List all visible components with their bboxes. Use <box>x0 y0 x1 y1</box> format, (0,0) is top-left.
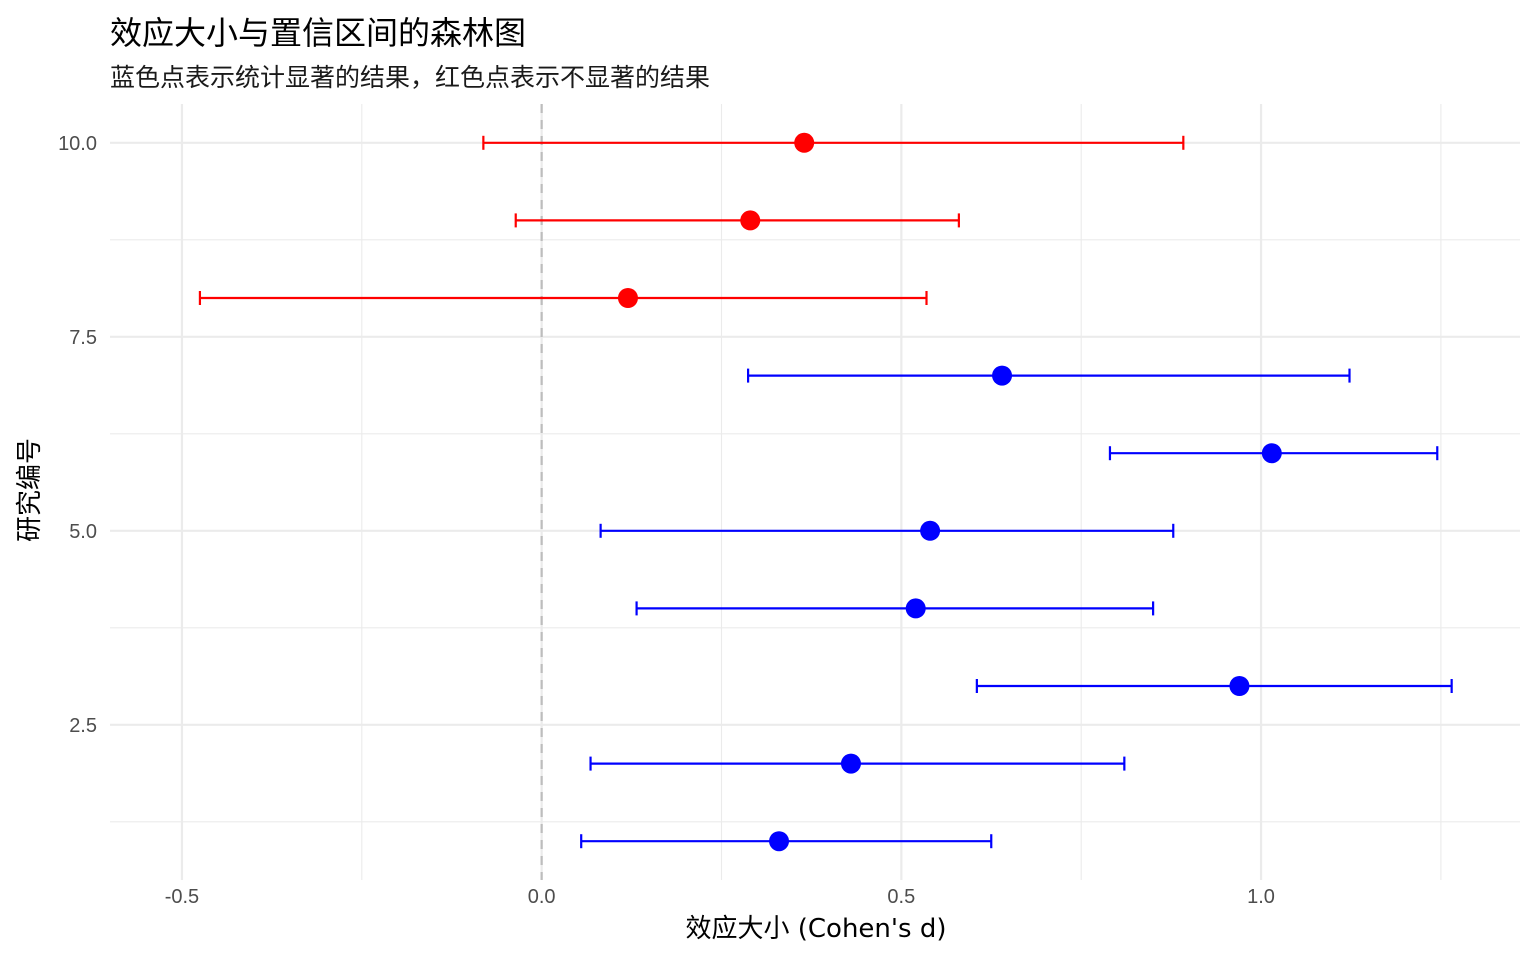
x-tick-label: 0.5 <box>887 886 915 908</box>
study-7-mark <box>746 365 1351 386</box>
study-8-mark <box>198 288 928 308</box>
effect-point <box>992 365 1013 386</box>
minor-gridlines <box>110 104 1520 880</box>
y-tick-label: 7.5 <box>69 327 97 349</box>
effect-point <box>617 288 638 308</box>
x-axis-ticks: -0.5 0.0 0.5 1.0 <box>165 886 1275 908</box>
x-tick-label: 1.0 <box>1247 886 1275 908</box>
study-3-mark <box>975 676 1453 696</box>
effect-point <box>905 598 926 619</box>
y-tick-label: 2.5 <box>69 715 97 737</box>
chart-title: 效应大小与置信区间的森林图 <box>110 14 527 52</box>
study-4-mark <box>635 598 1155 619</box>
study-9-mark <box>514 210 960 231</box>
effect-point <box>840 753 861 774</box>
y-tick-label: 5.0 <box>69 521 97 543</box>
y-tick-label: 10.0 <box>58 133 97 155</box>
x-tick-label: 0.0 <box>528 886 556 908</box>
study-6-mark <box>1108 443 1439 464</box>
effect-point <box>1229 676 1250 696</box>
x-tick-label: -0.5 <box>165 886 199 908</box>
effect-point <box>769 831 790 852</box>
chart-subtitle: 蓝色点表示统计显著的结果，红色点表示不显著的结果 <box>110 63 711 92</box>
y-axis-title: 研究编号 <box>15 438 45 542</box>
study-5-mark <box>599 520 1175 541</box>
forest-marks <box>198 132 1453 852</box>
x-axis-title: 效应大小 (Cohen's d) <box>685 914 946 944</box>
effect-point <box>794 132 815 153</box>
effect-point <box>920 520 941 541</box>
study-2-mark <box>589 753 1126 774</box>
y-axis-ticks: 2.5 5.0 7.5 10.0 <box>58 133 97 737</box>
study-10-mark <box>482 132 1185 153</box>
study-1-mark <box>580 831 993 852</box>
effect-point <box>740 210 761 231</box>
effect-point <box>1261 443 1282 464</box>
